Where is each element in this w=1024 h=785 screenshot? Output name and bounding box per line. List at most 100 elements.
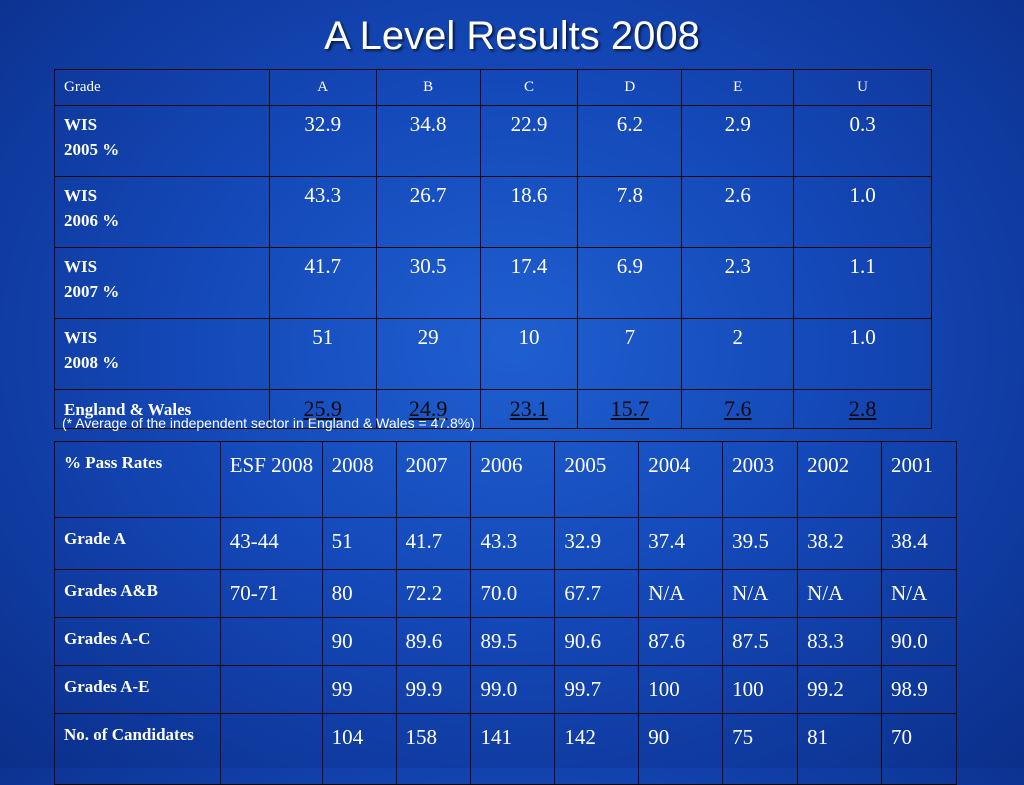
row-label-line: 2005 % [64,140,120,159]
table-cell: 70.0 [470,569,556,618]
table-cell: 2.8 [793,389,932,429]
page-title: A Level Results 2008 [324,14,700,58]
row-label: Grade A [54,517,221,570]
table-cell: 43-44 [219,517,323,570]
row-label: Grades A-E [54,665,221,714]
table-cell: 7.6 [681,389,795,429]
table-cell: N/A [797,569,882,618]
table-cell: 26.7 [375,176,481,248]
table-cell: 32.9 [268,105,377,177]
pass-rates-table: % Pass Rates ESF 2008 2008 2007 2006 200… [54,441,957,785]
table-cell: 0.3 [793,105,932,177]
table-cell: 43.3 [470,517,556,570]
row-label: WIS 2005 % [54,105,270,177]
table-cell [219,713,323,785]
table-cell: 41.7 [395,517,472,570]
table-row: WIS 2007 % 41.7 30.5 17.4 6.9 2.3 1.1 [54,247,932,319]
row-label-line: WIS [64,328,98,347]
table-cell: 83.3 [797,617,882,666]
header-cell: ESF 2008 [219,441,323,518]
table-cell: 38.2 [797,517,882,570]
header-cell: C [479,69,579,106]
table-cell: N/A [722,569,799,618]
header-cell: A [268,69,377,106]
table-cell: 141 [470,713,556,785]
table-cell: 15.7 [577,389,683,429]
header-cell: 2003 [722,441,799,518]
table-row: No. of Candidates 104 158 141 142 90 75 … [54,713,957,785]
table-cell: 99.9 [395,665,472,714]
footnote: (* Average of the independent sector in … [62,415,475,431]
table-row: Grade A 43-44 51 41.7 43.3 32.9 37.4 39.… [54,517,957,570]
table-cell: 7 [577,318,683,390]
row-label: WIS 2007 % [54,247,270,319]
table-cell: 37.4 [638,517,724,570]
table-cell: 67.7 [554,569,640,618]
table-cell: 99 [321,665,397,714]
table-cell: 158 [395,713,472,785]
table-cell: 75 [722,713,799,785]
table-cell: 38.4 [881,517,957,570]
header-cell: 2002 [797,441,882,518]
row-label-line: 2008 % [64,353,120,372]
table-cell: 89.6 [395,617,472,666]
table-cell: 89.5 [470,617,556,666]
header-cell: % Pass Rates [54,441,221,518]
table-cell: 99.7 [554,665,640,714]
table-cell: 10 [479,318,579,390]
table-cell: 1.0 [793,318,932,390]
table-cell: 34.8 [375,105,481,177]
table-cell: 87.6 [638,617,724,666]
row-label: England & Wales [54,389,270,429]
table-cell: 2 [681,318,795,390]
row-label: WIS 2008 % [54,318,270,390]
table-cell: 43.3 [268,176,377,248]
header-cell: B [375,69,481,106]
table-cell: 72.2 [395,569,472,618]
table-cell: 6.9 [577,247,683,319]
table-header-row: % Pass Rates ESF 2008 2008 2007 2006 200… [54,441,957,518]
row-label-line: WIS [64,115,98,134]
table-row: Grades A-E 99 99.9 99.0 99.7 100 100 99.… [54,665,957,714]
grade-distribution-table: Grade A B C D E U WIS 2005 % 32.9 34.8 22… [54,69,932,429]
table-cell: 87.5 [722,617,799,666]
row-label: Grades A&B [54,569,221,618]
table-cell: 7.8 [577,176,683,248]
table-cell: 90 [321,617,397,666]
table-cell: 100 [722,665,799,714]
header-cell: 2001 [881,441,957,518]
row-label: No. of Candidates [54,713,221,785]
table-cell: 99.0 [470,665,556,714]
table-cell: 70 [881,713,957,785]
table-row: England & Wales 25.9 24.9 23.1 15.7 7.6 … [54,389,932,429]
header-cell: 2008 [321,441,397,518]
table-cell: 29 [375,318,481,390]
table-cell: 90 [638,713,724,785]
table-cell: 100 [638,665,724,714]
table-cell: 1.0 [793,176,932,248]
table-cell: 18.6 [479,176,579,248]
table-cell: 70-71 [219,569,323,618]
row-label-line: WIS [64,257,98,276]
table-cell: 6.2 [577,105,683,177]
table-cell: 17.4 [479,247,579,319]
row-label-line: 2006 % [64,211,120,230]
table-cell [219,617,323,666]
table-cell: 80 [321,569,397,618]
table-cell: 2.6 [681,176,795,248]
table-cell: N/A [638,569,724,618]
header-cell: E [681,69,795,106]
table-cell: 22.9 [479,105,579,177]
table-cell: 2.9 [681,105,795,177]
table-cell: 2.3 [681,247,795,319]
table-cell: 90.0 [881,617,957,666]
table-row: WIS 2008 % 51 29 10 7 2 1.0 [54,318,932,390]
table-cell: 90.6 [554,617,640,666]
header-cell: 2005 [554,441,640,518]
table-cell [219,665,323,714]
table-cell: 30.5 [375,247,481,319]
header-cell: U [793,69,932,106]
table-cell: 1.1 [793,247,932,319]
header-cell: 2004 [638,441,724,518]
table-cell: 51 [268,318,377,390]
